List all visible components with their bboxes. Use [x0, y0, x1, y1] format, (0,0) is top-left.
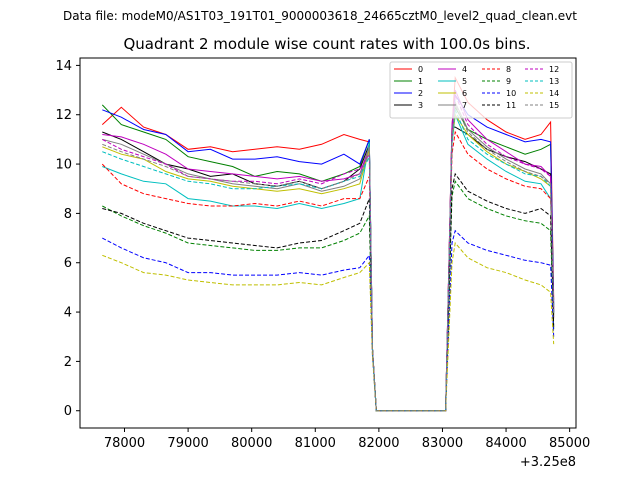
- legend-label-11: 11: [506, 101, 516, 110]
- plot-area-frame: [79, 57, 577, 429]
- legend-label-5: 5: [462, 77, 467, 86]
- y-tick-label: 0: [64, 404, 72, 419]
- series-line-9: [102, 180, 555, 412]
- x-tick-label: 85000: [549, 436, 590, 451]
- x-offset-label: +3.25e8: [520, 455, 576, 470]
- x-tick-label: 84000: [485, 436, 526, 451]
- series-line-3: [102, 126, 555, 412]
- x-tick-label: 79000: [167, 436, 208, 451]
- legend-label-14: 14: [549, 89, 559, 98]
- y-tick-label: 10: [55, 158, 72, 173]
- legend-label-10: 10: [506, 89, 516, 98]
- series-line-10: [102, 229, 555, 412]
- x-tick-label: 83000: [422, 436, 463, 451]
- series-layer: [101, 75, 555, 412]
- series-line-15: [102, 103, 555, 412]
- series-line-7: [102, 100, 555, 412]
- legend-label-2: 2: [418, 89, 423, 98]
- series-line-12: [102, 94, 555, 412]
- legend-label-9: 9: [506, 77, 511, 86]
- legend-label-4: 4: [462, 65, 467, 74]
- x-tick-label: 81000: [295, 436, 336, 451]
- series-line-0: [101, 75, 555, 412]
- legend-label-1: 1: [418, 77, 423, 86]
- legend-frame: [389, 61, 573, 119]
- chart-suptitle: Data file: modeM0/AS1T03_191T01_90000036…: [63, 9, 577, 23]
- series-line-4: [102, 89, 555, 412]
- y-tick-label: 12: [55, 108, 72, 123]
- legend-label-15: 15: [549, 101, 559, 110]
- legend-label-12: 12: [549, 65, 559, 74]
- legend-label-6: 6: [462, 89, 467, 98]
- legend-label-8: 8: [506, 65, 511, 74]
- y-axis: 0 2 4 6 8 10 12 14: [55, 59, 80, 419]
- series-line-5: [102, 112, 555, 412]
- series-line-8: [101, 130, 555, 412]
- legend-label-13: 13: [549, 77, 559, 86]
- series-line-11: [102, 172, 555, 412]
- x-tick-label: 78000: [104, 436, 145, 451]
- x-tick-label: 80000: [231, 436, 272, 451]
- x-tick-label: 82000: [358, 436, 399, 451]
- y-tick-label: 6: [64, 256, 72, 271]
- series-line-2: [102, 93, 555, 412]
- series-line-14: [102, 241, 555, 412]
- x-axis: 78000 79000 80000 81000 82000 83000 84000 85000: [104, 428, 590, 451]
- y-tick-label: 4: [64, 306, 72, 321]
- y-tick-label: 8: [64, 207, 72, 222]
- legend-label-0: 0: [418, 65, 423, 74]
- legend-label-7: 7: [462, 101, 467, 110]
- legend-label-3: 3: [418, 101, 423, 110]
- y-tick-label: 14: [55, 59, 72, 74]
- series-line-13: [102, 107, 555, 412]
- y-tick-label: 2: [64, 355, 72, 370]
- chart-title: Quadrant 2 module wise count rates with …: [123, 35, 530, 53]
